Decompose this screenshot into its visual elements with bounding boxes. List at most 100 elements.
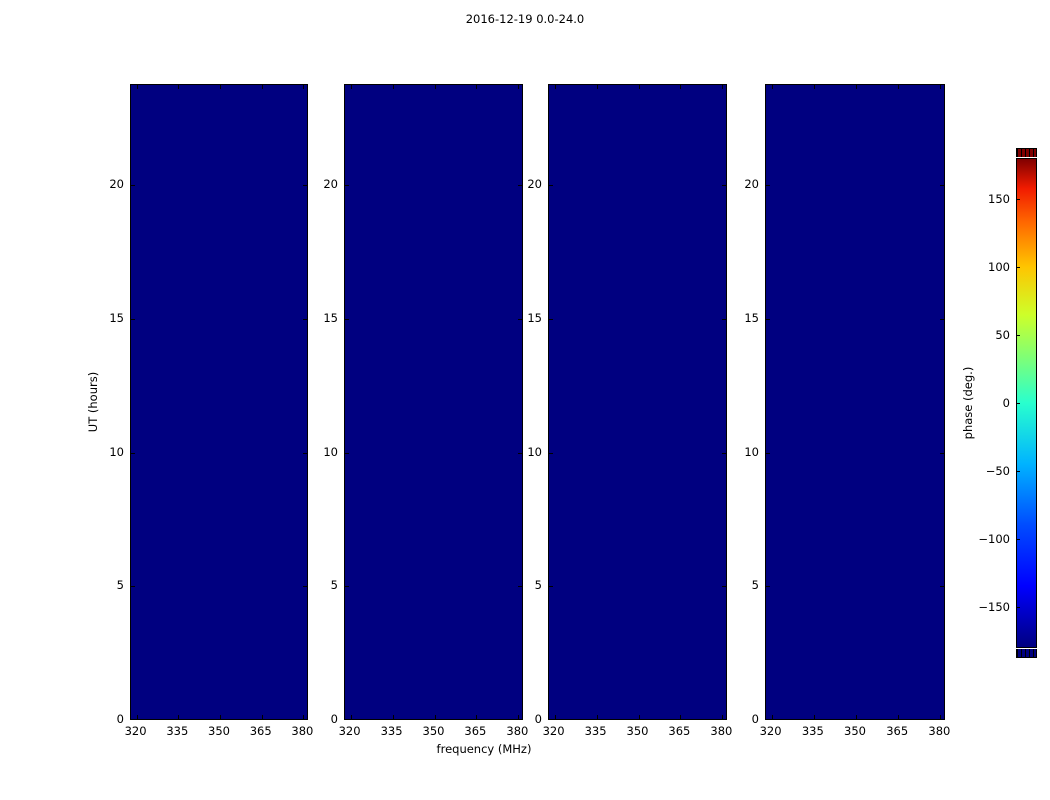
ytick-label: 10 [323,444,338,459]
xtick-bottom [680,715,682,719]
heatmap-panel-yy[interactable]: YY, BL V0*V9 [344,84,523,720]
ytick-right [303,318,307,320]
xtick-top [261,85,263,89]
colorbar-axis-label: phase (deg.) [961,366,975,440]
xtick-bottom [434,715,436,719]
ytick-right [940,452,944,454]
colorbar-tick [1016,471,1020,473]
ytick-left [766,185,770,186]
xtick-label: 335 [380,724,403,738]
xtick-top [136,85,138,89]
ytick-right [518,318,522,320]
colorbar-tick-label: 0 [1002,396,1010,410]
ytick-left [345,185,349,186]
xtick-label: 350 [844,724,866,738]
ytick-left [549,318,553,320]
xtick-label: 365 [668,724,691,738]
xtick-top [518,85,520,89]
colorbar-tick-label: −50 [985,464,1010,479]
xtick-label: 380 [506,724,529,738]
ytick-right [518,185,522,186]
ytick-right [303,452,307,454]
colorbar-tick [1016,403,1020,404]
ytick-label: 15 [744,310,759,325]
ytick-right [303,586,307,588]
colorbar-extend-over [1016,148,1037,157]
colorbar-tick-label: 50 [995,328,1010,342]
xtick-bottom [898,715,900,719]
xtick-label: 380 [710,724,733,738]
colorbar-tick [1016,198,1020,200]
colorbar-extend-under [1016,649,1037,658]
ytick-left [549,452,553,454]
xtick-label: 365 [886,724,909,738]
hatch-pattern-icon [1017,149,1036,157]
xtick-label: 320 [542,724,565,738]
xtick-bottom [596,715,598,719]
colorbar-tick [1016,539,1020,541]
colorbar-tick [1016,335,1020,336]
xtick-bottom [261,715,263,719]
ytick-label: 15 [323,310,338,325]
colorbar-tick [1016,607,1020,609]
ytick-label: 20 [527,177,542,191]
ytick-left [345,586,349,588]
ytick-label: 20 [323,177,338,191]
xtick-bottom [722,715,724,719]
xtick-top [220,85,221,89]
ytick-left [345,452,349,454]
ytick-right [940,586,944,588]
xtick-top [680,85,682,89]
xtick-bottom [813,715,815,719]
ytick-right [518,452,522,454]
xtick-top [476,85,478,89]
xtick-top [350,85,352,89]
colorbar-tick-label: −100 [978,532,1010,547]
xtick-bottom [303,715,305,719]
ytick-right [518,586,522,588]
xtick-bottom [940,715,942,719]
ytick-label: 15 [527,310,542,325]
xtick-bottom [518,715,520,719]
xtick-top [554,85,556,89]
xtick-bottom [856,715,857,719]
xtick-label: 335 [584,724,607,738]
xtick-bottom [220,715,221,719]
ytick-right [940,318,944,320]
xtick-bottom [771,715,773,719]
xtick-top [638,85,640,89]
colorbar-tick-label: 100 [988,259,1010,274]
xtick-bottom [350,715,352,719]
heatmap-panel-xx[interactable]: XX, BL V0*V9 [130,84,308,720]
ytick-label: 10 [109,444,124,459]
xtick-label: 335 [801,724,824,738]
xtick-bottom [136,715,138,719]
ytick-left [131,318,135,320]
xtick-label: 365 [464,724,487,738]
ytick-right [722,318,726,320]
xtick-label: 320 [338,724,361,738]
xtick-label: 380 [291,724,314,738]
ytick-left [549,586,553,588]
xtick-top [940,85,942,89]
heatmap-panel-yx[interactable]: YX, BL V0*V9 [765,84,945,720]
ytick-label: 10 [527,444,542,459]
hatch-pattern-icon [1017,649,1036,657]
ytick-label: 5 [116,578,124,593]
xtick-top [596,85,598,89]
xtick-top [722,85,724,89]
xtick-top [303,85,305,89]
heatmap-panel-xy[interactable]: XY, BL V0*V9 [548,84,727,720]
ytick-label: 5 [751,578,759,593]
ytick-label: 20 [109,177,124,191]
xtick-bottom [178,715,180,719]
ytick-right [722,452,726,454]
x-axis-label: frequency (MHz) [436,742,532,756]
ytick-label: 0 [534,712,542,726]
ytick-label: 5 [330,578,338,593]
ytick-right [303,185,307,186]
colorbar-tick-label: −150 [978,600,1010,615]
ytick-left [131,586,135,588]
colorbar[interactable] [1016,148,1037,658]
